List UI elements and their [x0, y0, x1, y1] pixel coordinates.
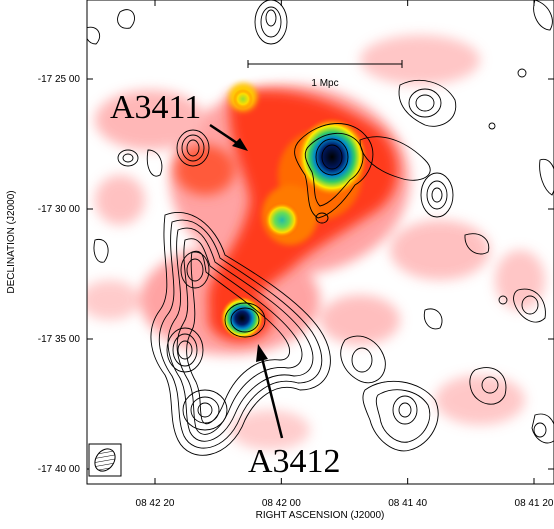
x-axis-ticks: 08 42 20 08 42 00 08 41 40 08 41 20 [136, 0, 554, 509]
y-tick-label: -17 25 00 [38, 74, 81, 85]
arrow-a3412 [260, 357, 284, 439]
x-axis-title: RIGHT ASCENSION (J2000) [256, 510, 385, 521]
annotation-a3411: A3411 [110, 89, 248, 151]
y-axis-ticks: -17 25 00 -17 30 00 -17 35 00 -17 40 00 [38, 74, 554, 475]
y-tick-label: -17 30 00 [38, 204, 81, 215]
arrow-a3411 [209, 123, 241, 147]
a3412-peak [220, 296, 264, 340]
secondary-peak [264, 202, 300, 238]
beam-symbol [88, 443, 122, 477]
contour-group-a3411 [294, 123, 431, 224]
x-tick-label: 08 42 00 [262, 498, 301, 509]
y-tick-label: -17 40 00 [38, 464, 81, 475]
label-a3411: A3411 [110, 89, 201, 126]
radio-contours [87, 0, 554, 456]
scale-bar: 1 Mpc [247, 60, 403, 89]
contour-group-south [150, 211, 331, 456]
plot-frame [86, 0, 554, 485]
x-tick-label: 08 42 20 [136, 498, 175, 509]
contour-group-field [87, 0, 554, 452]
y-axis-title: DECLINATION (J2000) [6, 190, 17, 293]
label-a3412: A3412 [248, 443, 341, 480]
a3411-peak [296, 117, 368, 197]
x-tick-label: 08 41 20 [515, 498, 554, 509]
y-tick-label: -17 35 00 [38, 334, 81, 345]
scale-bar-label: 1 Mpc [311, 78, 338, 89]
annotation-a3412: A3412 [248, 344, 341, 480]
x-tick-label: 08 41 40 [388, 498, 427, 509]
